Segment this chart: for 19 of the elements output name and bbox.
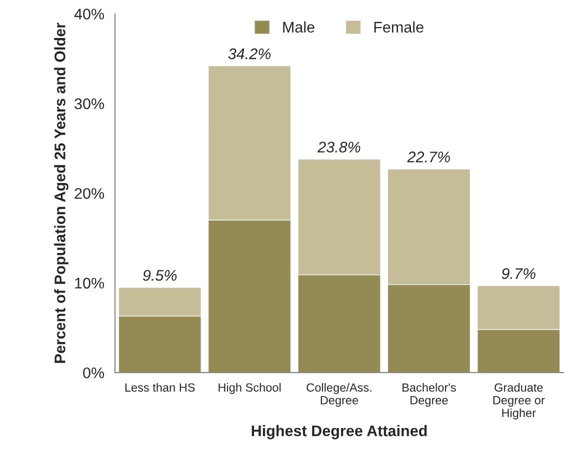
legend-label: Female <box>374 21 424 33</box>
total-label: 23.8% <box>318 142 360 153</box>
x-tick-label: College/Ass. Degree <box>306 383 372 407</box>
total-label: 22.7% <box>407 152 450 162</box>
y-tick-label: 30% <box>74 98 104 110</box>
y-axis-title: Percent of Population Aged 25 Years and Older <box>54 22 68 363</box>
legend-label: Male <box>283 21 314 33</box>
y-tick-label: 10% <box>75 278 104 289</box>
total-label: 34.2% <box>228 48 271 60</box>
x-tick-label: Bachelor's Degree <box>402 383 456 407</box>
total-label: 9.5% <box>142 270 177 281</box>
x-axis-title: Highest Degree Attained <box>252 425 427 440</box>
y-tick-label: 20% <box>74 188 104 199</box>
x-tick-label: Less than HS <box>125 383 195 392</box>
total-label: 9.7% <box>502 268 536 279</box>
y-tick-label: 0% <box>83 367 104 378</box>
y-tick-label: 40% <box>74 8 104 20</box>
x-tick-label: High School <box>218 383 281 394</box>
x-tick-label: Graduate Degree or Higher <box>493 383 545 420</box>
